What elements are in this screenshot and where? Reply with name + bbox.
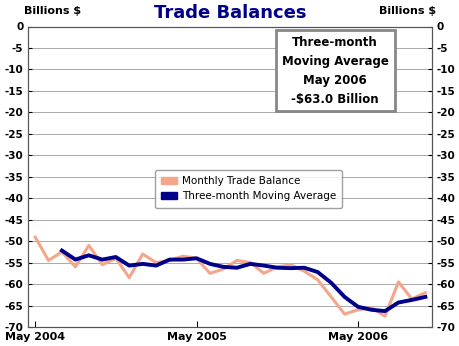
Text: Billions $: Billions $: [24, 6, 81, 16]
Legend: Monthly Trade Balance, Three-month Moving Average: Monthly Trade Balance, Three-month Movin…: [154, 170, 341, 208]
Text: Billions $: Billions $: [378, 6, 435, 16]
Title: Trade Balances: Trade Balances: [154, 4, 306, 22]
Text: Three-month
Moving Average
May 2006
-$63.0 Billion: Three-month Moving Average May 2006 -$63…: [281, 36, 388, 106]
